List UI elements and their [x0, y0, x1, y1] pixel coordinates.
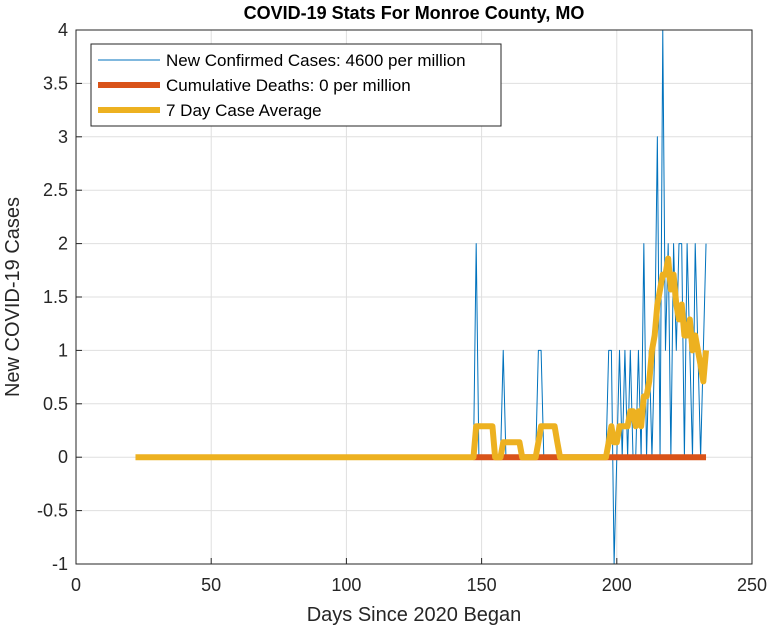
- x-tick-labels: 0 50 100 150 200 250: [71, 575, 767, 595]
- x-tick-label: 0: [71, 575, 81, 595]
- y-tick-label: -0.5: [37, 501, 68, 521]
- x-tick-label: 100: [331, 575, 361, 595]
- legend-label-7day-average: 7 Day Case Average: [166, 101, 322, 120]
- x-tick-label: 250: [737, 575, 767, 595]
- y-tick-label: 2.5: [43, 180, 68, 200]
- y-tick-label: 0.5: [43, 394, 68, 414]
- ticks: [75, 29, 753, 565]
- y-tick-label: 1: [58, 340, 68, 360]
- y-tick-label: 0: [58, 447, 68, 467]
- y-tick-label: 2: [58, 234, 68, 254]
- y-tick-label: 3: [58, 127, 68, 147]
- y-tick-label: 1.5: [43, 287, 68, 307]
- y-axis-label: New COVID-19 Cases: [2, 197, 24, 397]
- series-layer: [135, 30, 710, 564]
- x-axis-label: Days Since 2020 Began: [307, 604, 522, 626]
- y-tick-label: 3.5: [43, 73, 68, 93]
- legend-label-new-cases: New Confirmed Cases: 4600 per million: [166, 51, 466, 70]
- x-tick-label: 200: [602, 575, 632, 595]
- x-tick-label: 150: [467, 575, 497, 595]
- y-tick-label: 4: [58, 20, 68, 40]
- series-line-7day-average: [135, 255, 710, 461]
- legend: New Confirmed Cases: 4600 per million Cu…: [90, 43, 502, 127]
- legend-label-deaths: Cumulative Deaths: 0 per million: [166, 76, 411, 95]
- y-tick-labels: 4 3.5 3 2.5 2 1.5 1 0.5 0 -0.5 -1: [37, 20, 68, 574]
- y-tick-label: -1: [52, 554, 68, 574]
- chart-title: COVID-19 Stats For Monroe County, MO: [244, 3, 585, 23]
- x-tick-label: 50: [201, 575, 221, 595]
